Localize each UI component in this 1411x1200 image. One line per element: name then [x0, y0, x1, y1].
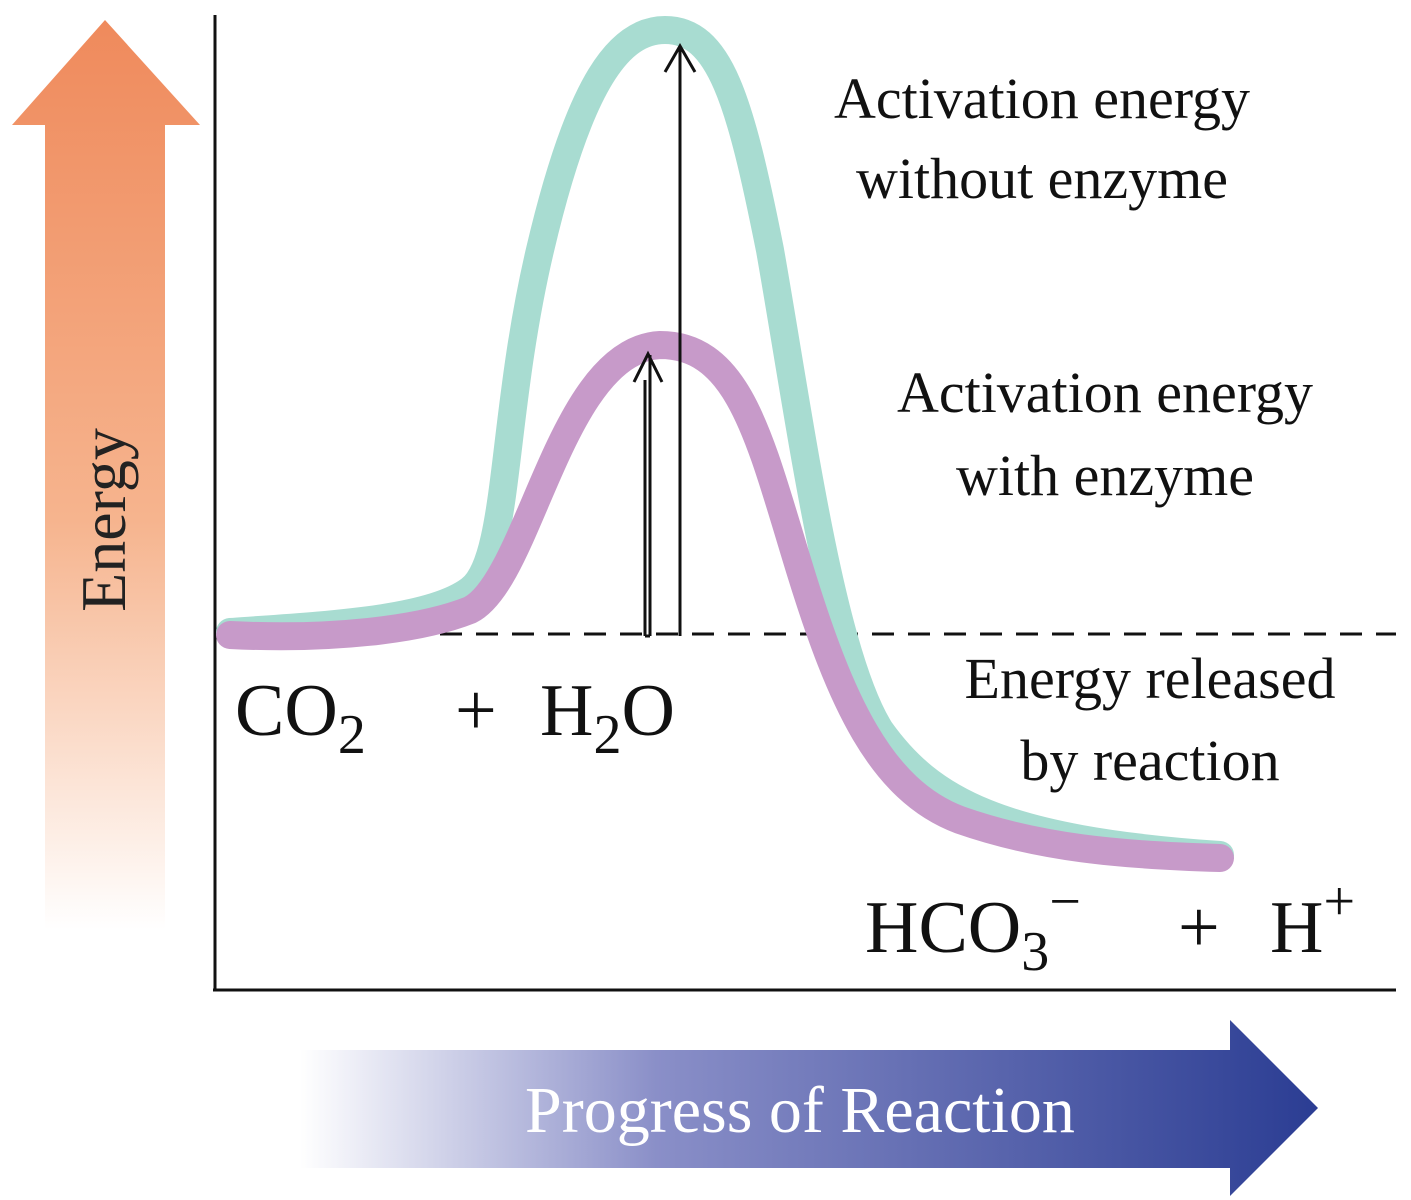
formula-part: HCO: [865, 887, 1021, 969]
subscript: 2: [593, 704, 621, 766]
superscript: −: [1049, 871, 1081, 933]
annotation: Activation energy: [834, 66, 1250, 131]
curve-without-enzyme: [216, 15, 1234, 869]
superscript: +: [1323, 871, 1355, 933]
subscript: 2: [338, 704, 366, 766]
annotation: Energy released: [965, 646, 1336, 711]
formula-part: O: [621, 670, 674, 752]
formula-part: CO: [235, 670, 338, 752]
progress-arrow: [300, 1020, 1318, 1196]
x-axis-label: Progress of Reaction: [525, 1074, 1075, 1147]
y-axis-label: Energy: [68, 428, 139, 612]
curve-with-enzyme: [216, 330, 1234, 872]
formula-part: H: [540, 670, 593, 752]
activation-arrows: [632, 42, 697, 638]
operator: +: [455, 670, 497, 752]
energy-arrow: [12, 20, 200, 930]
annotation: by reaction: [1020, 728, 1279, 793]
annotation: with enzyme: [956, 443, 1254, 508]
reactants: CO2 + H2O: [235, 670, 675, 766]
formula-part: H: [1270, 887, 1323, 969]
operator: +: [1178, 887, 1220, 969]
subscript: 3: [1021, 921, 1049, 983]
annotation: without enzyme: [856, 146, 1228, 211]
annotation: Activation energy: [897, 360, 1313, 425]
products: HCO3− + H+: [865, 871, 1355, 983]
